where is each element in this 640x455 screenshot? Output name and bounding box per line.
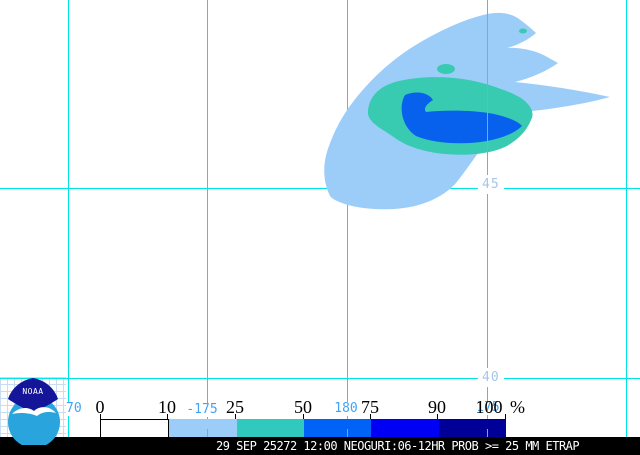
colorbar-tick-25 [235, 414, 236, 419]
colorbar-label-90: 90 [428, 397, 446, 417]
gridline-vertical-2 [207, 0, 208, 437]
colorbar-tick-75 [370, 414, 371, 419]
colorbar-label-10: 10 [158, 397, 176, 417]
gridline-vertical-1 [68, 0, 69, 437]
colorbar-segment-90-100 [438, 419, 506, 441]
colorbar-label-25: 25 [226, 397, 244, 417]
colorbar-label-0: 0 [95, 397, 105, 417]
colorbar-segment-25-50 [236, 419, 304, 441]
colorbar-label-50: 50 [294, 397, 312, 417]
gridline-vertical-5 [626, 0, 627, 437]
noaa-logo: NOAA [8, 378, 60, 445]
lat-label-45: 45 [478, 175, 504, 194]
noaa-logo-text: NOAA [22, 387, 43, 396]
gridline-stub-over-colorbar-2 [347, 429, 348, 437]
status-bar: 29 SEP 25272 12:00 NEOGURI:06-12HR PROB … [0, 437, 640, 455]
gridline-stub-over-colorbar-1 [207, 429, 208, 437]
lon-label-175e: 175 [476, 400, 500, 415]
lon-label-175w: -175 [186, 402, 218, 417]
gridline-horizontal-45n [0, 188, 640, 189]
noaa-logo-gull-icon [12, 407, 56, 416]
lat-label-40: 40 [478, 368, 504, 387]
gridline-vertical-4-overlay [487, 0, 488, 437]
noaa-logo-sky-diamond [8, 378, 58, 413]
colorbar-tick-90 [437, 414, 438, 419]
lon-label-180: 180 [334, 401, 358, 416]
colorbar-label-75: 75 [361, 397, 379, 417]
blob-prob-25-50-speck-2 [519, 28, 527, 34]
colorbar-segment-10-25 [169, 419, 237, 441]
gridline-stub-over-colorbar-3 [487, 429, 488, 437]
colorbar-tick-100 [505, 414, 506, 419]
colorbar-segment-50-75 [303, 419, 372, 441]
colorbar-segment-75-90 [371, 419, 439, 441]
colorbar-tick-0 [100, 414, 101, 419]
probability-colorbar [100, 419, 506, 441]
colorbar-tick-10 [167, 414, 168, 419]
blob-prob-50-75-region [401, 92, 522, 144]
colorbar-label-100: 100 [475, 397, 503, 417]
lon-label-170w: 70 [66, 401, 82, 416]
gridline-vertical-3 [347, 0, 348, 437]
probability-blob [324, 12, 610, 210]
status-bar-text: 29 SEP 25272 12:00 NEOGURI:06-12HR PROB … [216, 439, 580, 453]
gridline-horizontal-40n [0, 378, 640, 379]
colorbar-tick-50 [303, 414, 304, 419]
colorbar-unit-label: % [510, 397, 525, 417]
blob-prob-25-50-speck-1 [437, 64, 455, 74]
